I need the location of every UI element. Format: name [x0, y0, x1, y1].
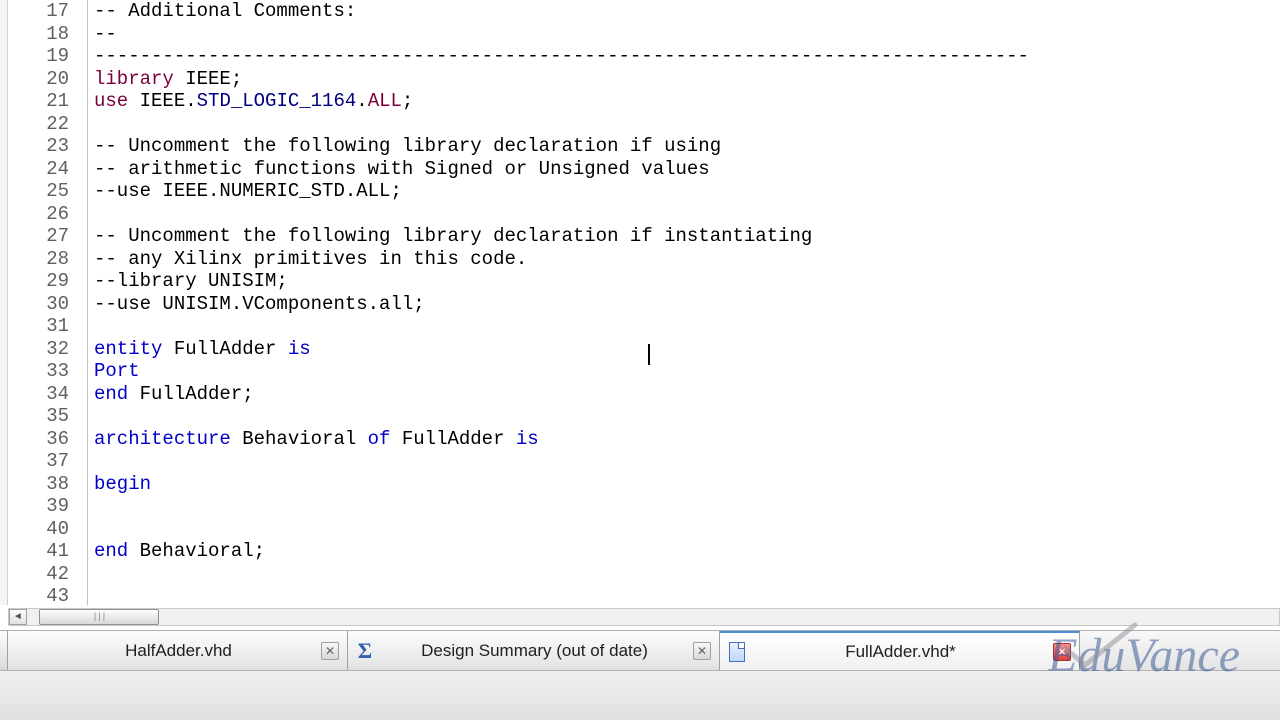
code-line[interactable] [94, 495, 1280, 518]
sigma-icon: Σ [356, 641, 374, 661]
status-strip [0, 670, 1280, 720]
horizontal-scrollbar[interactable]: ◄ ||| [8, 608, 1280, 626]
code-line[interactable]: end FullAdder; [94, 383, 1280, 406]
code-line[interactable] [94, 203, 1280, 226]
code-line[interactable] [94, 585, 1280, 605]
code-line[interactable]: --use IEEE.NUMERIC_STD.ALL; [94, 180, 1280, 203]
code-line[interactable] [94, 113, 1280, 136]
line-number: 29 [8, 270, 87, 293]
code-line[interactable]: architecture Behavioral of FullAdder is [94, 428, 1280, 451]
line-number: 21 [8, 90, 87, 113]
line-number: 23 [8, 135, 87, 158]
line-number: 26 [8, 203, 87, 226]
line-number: 41 [8, 540, 87, 563]
tab-label: FullAdder.vhd* [760, 642, 1041, 662]
tab-halfadder[interactable]: HalfAdder.vhd ✕ [8, 631, 348, 670]
code-line[interactable] [94, 315, 1280, 338]
line-number: 32 [8, 338, 87, 361]
code-line[interactable]: library IEEE; [94, 68, 1280, 91]
line-number: 37 [8, 450, 87, 473]
code-line[interactable]: use IEEE.STD_LOGIC_1164.ALL; [94, 90, 1280, 113]
code-line[interactable]: -- Uncomment the following library decla… [94, 135, 1280, 158]
line-number: 42 [8, 563, 87, 586]
code-line[interactable]: -- [94, 23, 1280, 46]
code-line[interactable] [94, 563, 1280, 586]
code-line[interactable]: entity FullAdder is [94, 338, 1280, 361]
tab-summary[interactable]: Σ Design Summary (out of date) ✕ [348, 631, 720, 670]
line-number: 17 [8, 0, 87, 23]
tab-fulladder[interactable]: FullAdder.vhd* ✕ [720, 631, 1080, 670]
code-line[interactable]: -- Uncomment the following library decla… [94, 225, 1280, 248]
code-line[interactable]: --library UNISIM; [94, 270, 1280, 293]
line-number: 35 [8, 405, 87, 428]
close-icon[interactable]: ✕ [693, 642, 711, 660]
tab-label: Design Summary (out of date) [388, 641, 681, 661]
code-line[interactable]: --use UNISIM.VComponents.all; [94, 293, 1280, 316]
code-line[interactable]: -- any Xilinx primitives in this code. [94, 248, 1280, 271]
scroll-left-button[interactable]: ◄ [9, 609, 27, 625]
code-line[interactable]: ----------------------------------------… [94, 45, 1280, 68]
line-number: 25 [8, 180, 87, 203]
line-number: 38 [8, 473, 87, 496]
code-line[interactable] [94, 450, 1280, 473]
line-number: 28 [8, 248, 87, 271]
line-number: 24 [8, 158, 87, 181]
code-line[interactable]: Port [94, 360, 1280, 383]
code-line[interactable]: -- arithmetic functions with Signed or U… [94, 158, 1280, 181]
tab-icon-empty [16, 641, 34, 661]
line-number: 40 [8, 518, 87, 541]
line-number: 39 [8, 495, 87, 518]
editor-area: 1718192021222324252627282930313233343536… [0, 0, 1280, 605]
code-line[interactable]: -- Additional Comments: [94, 0, 1280, 23]
line-number: 22 [8, 113, 87, 136]
code-line[interactable]: end Behavioral; [94, 540, 1280, 563]
line-number: 30 [8, 293, 87, 316]
left-margin [0, 0, 8, 605]
close-icon[interactable]: ✕ [321, 642, 339, 660]
line-number: 18 [8, 23, 87, 46]
code-area[interactable]: -- Additional Comments:-----------------… [88, 0, 1280, 605]
tab-label: HalfAdder.vhd [48, 641, 309, 661]
line-number: 33 [8, 360, 87, 383]
text-cursor [648, 344, 650, 365]
code-line[interactable]: begin [94, 473, 1280, 496]
line-number: 36 [8, 428, 87, 451]
code-line[interactable] [94, 518, 1280, 541]
line-number-gutter: 1718192021222324252627282930313233343536… [8, 0, 88, 605]
tabs-bar: HalfAdder.vhd ✕ Σ Design Summary (out of da… [0, 630, 1280, 670]
line-number: 43 [8, 585, 87, 605]
line-number: 20 [8, 68, 87, 91]
line-number: 31 [8, 315, 87, 338]
line-number: 19 [8, 45, 87, 68]
line-number: 27 [8, 225, 87, 248]
code-line[interactable] [94, 405, 1280, 428]
tab-strip-left [0, 631, 8, 670]
document-icon [728, 642, 746, 662]
line-number: 34 [8, 383, 87, 406]
thumb-grip-icon: ||| [92, 612, 105, 622]
scroll-thumb[interactable]: ||| [39, 609, 159, 625]
close-icon[interactable]: ✕ [1053, 643, 1071, 661]
